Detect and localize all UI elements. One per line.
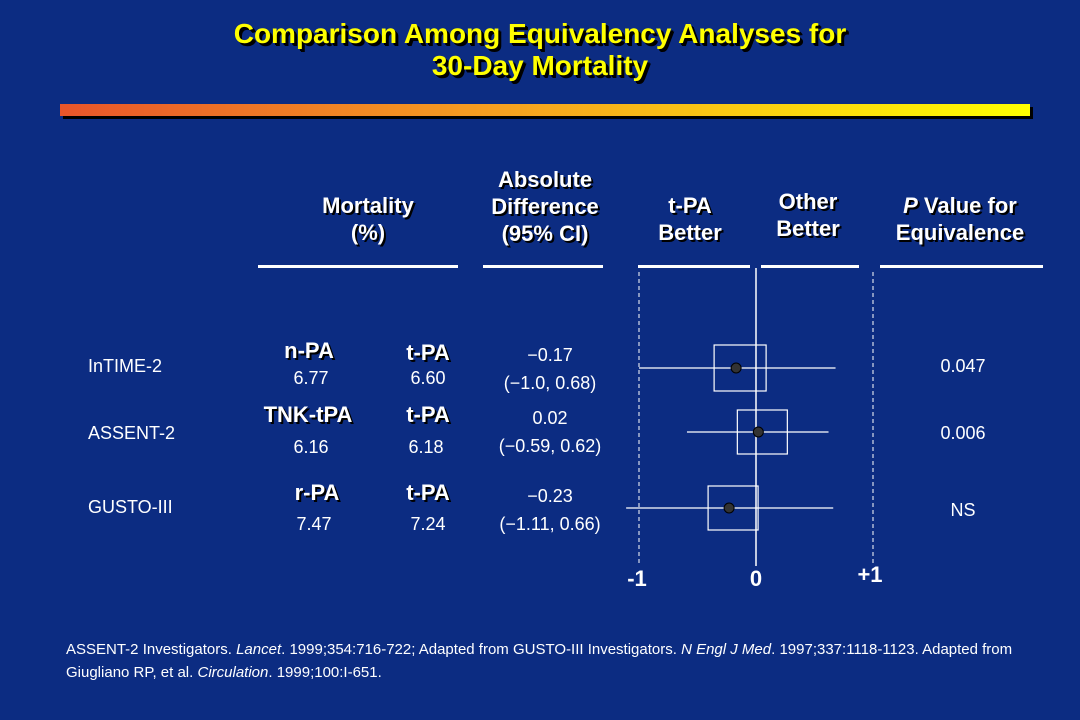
absdiff-assent2: 0.02 (−0.59, 0.62) bbox=[465, 404, 635, 460]
footer-journal-lancet: Lancet bbox=[236, 641, 282, 658]
footer-journal-nejm: N Engl J Med bbox=[681, 641, 772, 658]
header-mortality-line2: (%) bbox=[350, 220, 386, 245]
absdiff-gusto3: −0.23 (−1.11, 0.66) bbox=[465, 482, 635, 538]
estimate-point-assent-2 bbox=[752, 426, 764, 438]
drug-a-intime2: n-PA bbox=[284, 338, 334, 363]
drug-b-assent2: t-PA bbox=[406, 402, 450, 427]
header-p-value-line1: P Value for bbox=[865, 192, 1055, 219]
absdiff-value-assent2: 0.02 bbox=[532, 408, 568, 428]
rule-p-value bbox=[880, 265, 1043, 268]
header-absolute-difference: Absolute Difference (95% CI) bbox=[460, 166, 630, 247]
rule-absdiff bbox=[483, 265, 603, 268]
header-p-rest: Value for bbox=[917, 193, 1017, 218]
footer-part: . 1999;100:I-651. bbox=[268, 664, 382, 681]
header-p-value-line2: Equivalence bbox=[895, 220, 1025, 245]
absdiff-ci-intime2: (−1.0, 0.68) bbox=[503, 373, 597, 393]
footer-citation: ASSENT-2 Investigators. Lancet. 1999;354… bbox=[66, 638, 1026, 684]
title-line-2: 30-Day Mortality bbox=[431, 50, 649, 81]
trial-label-intime2: InTIME-2 bbox=[88, 356, 163, 376]
mortality-a-gusto3: 7.47 bbox=[296, 514, 332, 534]
header-other-better: Other Better bbox=[748, 188, 868, 242]
header-other-better-line2: Better bbox=[776, 216, 840, 241]
tick-label-0: 0 bbox=[749, 566, 763, 591]
absdiff-ci-gusto3: (−1.11, 0.66) bbox=[499, 514, 601, 534]
header-absdiff-line2: Difference bbox=[491, 194, 599, 219]
drug-a-gusto3: r-PA bbox=[294, 480, 340, 505]
tick-label-minus1: -1 bbox=[627, 566, 647, 591]
footer-part: . 1997;337:1118-1123. Adapted from Giugl… bbox=[66, 641, 1013, 681]
estimate-point-intime-2 bbox=[730, 362, 742, 374]
estimate-box-assent-2 bbox=[736, 409, 788, 455]
drug-b-intime2: t-PA bbox=[406, 340, 450, 365]
mortality-b-assent2: 6.18 bbox=[408, 437, 444, 457]
absdiff-value-gusto3: −0.23 bbox=[527, 486, 573, 506]
mortality-a-assent2: 6.16 bbox=[293, 437, 329, 457]
header-tpa-better-line2: Better bbox=[658, 220, 722, 245]
header-mortality: Mortality (%) bbox=[268, 192, 468, 246]
title-accent-bar bbox=[60, 104, 1030, 116]
header-p-value: P Value for Equivalence bbox=[865, 192, 1055, 246]
trial-label-assent2: ASSENT-2 bbox=[88, 423, 176, 443]
drug-b-gusto3: t-PA bbox=[406, 480, 450, 505]
trial-label-gusto3: GUSTO-III bbox=[88, 497, 173, 517]
rule-other-better bbox=[761, 265, 859, 268]
footer-part: . 1999;354:716-722; Adapted from GUSTO-I… bbox=[281, 641, 682, 658]
mortality-a-intime2: 6.77 bbox=[293, 368, 329, 388]
footer-journal-circulation: Circulation bbox=[197, 664, 269, 681]
header-tpa-better: t-PA Better bbox=[630, 192, 750, 246]
title-line-1: Comparison Among Equivalency Analyses fo… bbox=[233, 18, 847, 49]
absdiff-intime2: −0.17 (−1.0, 0.68) bbox=[465, 341, 635, 397]
rule-tpa-better bbox=[638, 265, 750, 268]
header-mortality-line1: Mortality bbox=[322, 193, 414, 218]
absdiff-value-intime2: −0.17 bbox=[527, 345, 573, 365]
estimate-box-intime-2 bbox=[713, 344, 767, 392]
pvalue-gusto3: NS bbox=[950, 500, 976, 520]
estimate-box-gusto-iii bbox=[707, 485, 759, 531]
mortality-b-intime2: 6.60 bbox=[410, 368, 446, 388]
rule-mortality bbox=[258, 265, 458, 268]
drug-a-assent2: TNK-tPA bbox=[263, 402, 353, 427]
absdiff-ci-assent2: (−0.59, 0.62) bbox=[498, 436, 602, 456]
pvalue-intime2: 0.047 bbox=[940, 356, 986, 376]
estimate-point-gusto-iii bbox=[723, 502, 735, 514]
page-title: Comparison Among Equivalency Analyses fo… bbox=[0, 18, 1080, 82]
footer-part: ASSENT-2 Investigators. bbox=[66, 641, 237, 658]
pvalue-assent2: 0.006 bbox=[940, 423, 986, 443]
header-p-italic: P bbox=[903, 193, 918, 218]
mortality-b-gusto3: 7.24 bbox=[410, 514, 446, 534]
header-other-better-line1: Other bbox=[778, 189, 838, 214]
tick-label-plus1: +1 bbox=[857, 562, 883, 587]
header-absdiff-line3: (95% CI) bbox=[501, 221, 589, 246]
header-absdiff-line1: Absolute bbox=[497, 167, 593, 192]
header-tpa-better-line1: t-PA bbox=[668, 193, 712, 218]
